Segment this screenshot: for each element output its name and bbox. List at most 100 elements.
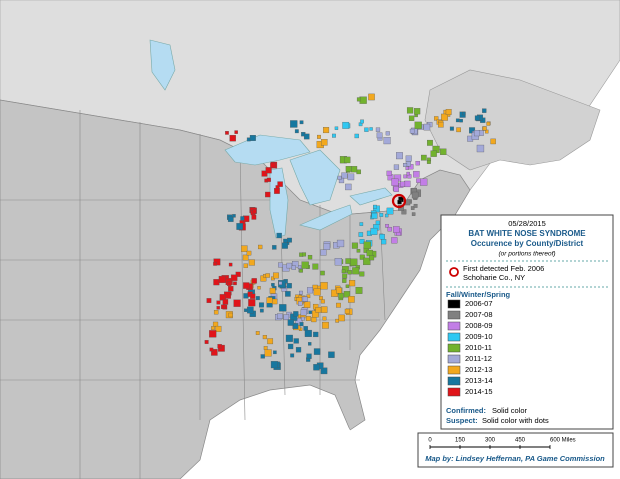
county — [375, 127, 381, 132]
county — [449, 126, 454, 131]
county — [364, 127, 369, 132]
county — [250, 293, 256, 299]
county — [276, 232, 282, 239]
county — [320, 299, 325, 304]
county — [261, 170, 268, 177]
county — [342, 121, 350, 129]
county — [241, 245, 248, 252]
county — [266, 297, 273, 304]
county — [345, 258, 351, 264]
county — [228, 312, 233, 318]
county — [381, 239, 387, 245]
county — [302, 296, 308, 302]
county — [341, 269, 346, 274]
county — [385, 223, 389, 228]
county — [393, 186, 399, 192]
county — [376, 132, 383, 139]
county — [345, 183, 352, 191]
county — [213, 261, 217, 266]
county — [371, 212, 378, 219]
date: 05/28/2015 — [508, 219, 546, 228]
county — [368, 93, 375, 101]
county — [292, 323, 299, 329]
county — [426, 159, 431, 164]
county — [229, 134, 236, 142]
county — [415, 161, 420, 166]
county — [384, 213, 389, 218]
legend-label: 2013-14 — [465, 376, 493, 385]
county — [295, 347, 302, 353]
county — [227, 281, 232, 286]
county — [259, 308, 264, 313]
county — [299, 290, 303, 295]
county — [260, 354, 265, 359]
county — [323, 127, 330, 134]
county — [406, 107, 414, 114]
scale-bar: 0 150 300 450 600 Miles — [428, 438, 576, 449]
scale-tick-label: 600 Miles — [550, 438, 576, 444]
county — [490, 138, 496, 145]
county — [358, 232, 364, 237]
legend-swatch — [447, 365, 461, 375]
county — [248, 299, 256, 307]
county — [336, 239, 345, 248]
county — [299, 120, 304, 125]
county — [273, 350, 277, 355]
county — [410, 206, 415, 210]
county — [360, 119, 364, 124]
county — [341, 172, 348, 179]
county — [320, 282, 328, 290]
county — [303, 326, 308, 331]
county — [423, 123, 431, 131]
county — [294, 129, 299, 134]
county — [307, 287, 314, 294]
suspect-label: Suspect: — [446, 416, 478, 425]
county — [342, 273, 348, 279]
county — [277, 181, 283, 187]
county — [359, 271, 365, 277]
county — [299, 322, 304, 327]
county — [249, 135, 256, 141]
county — [283, 314, 290, 320]
county — [308, 342, 312, 346]
legend-frame — [440, 214, 614, 430]
county — [344, 308, 350, 314]
county — [228, 262, 233, 267]
county — [396, 152, 403, 160]
county — [385, 131, 390, 136]
county — [211, 349, 218, 356]
county — [349, 280, 356, 287]
legend-swatch — [447, 387, 461, 397]
county — [301, 261, 309, 269]
county — [248, 259, 255, 266]
county — [290, 353, 295, 358]
county — [354, 133, 359, 139]
county — [363, 257, 371, 266]
credit: Map by: Lindsey Heffernan, PA Game Commi… — [425, 454, 605, 463]
county — [265, 273, 270, 278]
county — [213, 309, 219, 315]
county — [303, 133, 310, 140]
county — [391, 178, 399, 186]
county — [307, 254, 313, 260]
county — [386, 170, 392, 176]
county — [334, 258, 343, 266]
county — [319, 296, 323, 300]
county — [251, 278, 257, 284]
first-detected-icon — [449, 267, 459, 277]
first-detected-line2: Schoharie Co., NY — [463, 273, 525, 282]
county — [321, 139, 328, 146]
county — [313, 331, 319, 338]
scale-tick-label: 300 — [485, 438, 496, 444]
county — [306, 294, 311, 299]
county — [420, 178, 428, 186]
legend-swatch — [447, 321, 461, 331]
county — [230, 274, 238, 281]
county — [243, 282, 250, 289]
county — [355, 287, 363, 294]
county — [379, 213, 384, 217]
county — [215, 325, 222, 332]
county — [342, 266, 349, 273]
county — [344, 156, 351, 164]
county — [455, 118, 460, 123]
